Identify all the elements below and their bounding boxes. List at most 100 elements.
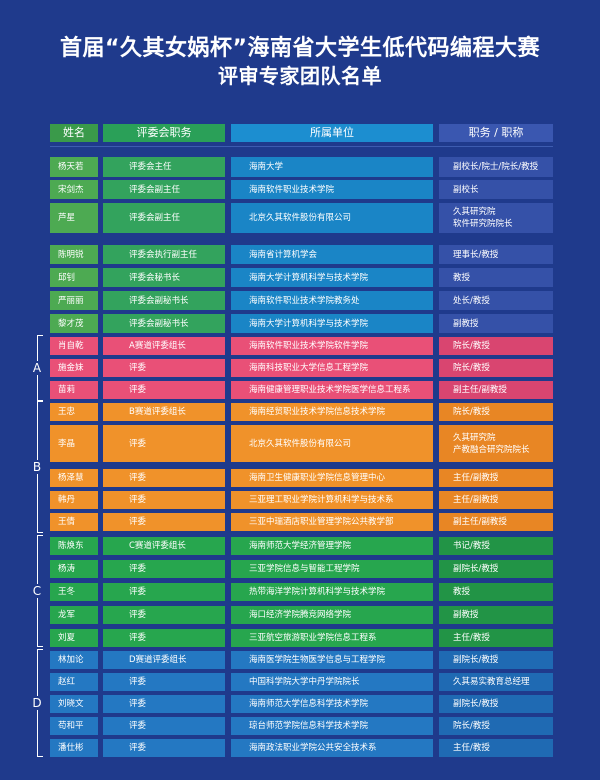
- cell-name: 陈焕东: [50, 537, 98, 555]
- cell-name: 王忠: [50, 403, 98, 421]
- cell-name: 龙军: [50, 606, 98, 624]
- cell-role: 评委会执行副主任: [103, 245, 225, 264]
- cell-name: 杨泽慧: [50, 469, 98, 487]
- cell-unit: 海南科技职业大学信息工程学院: [231, 359, 433, 377]
- cell-title: 副主任/副教授: [439, 513, 553, 531]
- cell-unit: 北京久其软件股份有限公司: [231, 203, 433, 233]
- cell-role: 评委: [103, 739, 225, 757]
- cell-title: 副教授: [439, 314, 553, 333]
- cell-role: A赛道评委组长: [103, 337, 225, 355]
- cell-role: 评委: [103, 606, 225, 624]
- cell-title: 副校长: [439, 180, 553, 199]
- cell-unit: 北京久其软件股份有限公司: [231, 425, 433, 462]
- group-label: D: [30, 696, 44, 710]
- cell-title: 主任/副教授: [439, 469, 553, 487]
- cell-title: 副院长/教授: [439, 560, 553, 578]
- cell-role: 评委: [103, 717, 225, 735]
- cell-title: 久其研究院 产教融合研究院院长: [439, 425, 553, 462]
- cell-title: 处长/教授: [439, 291, 553, 310]
- cell-name: 赵红: [50, 673, 98, 691]
- cell-name: 宋剑杰: [50, 180, 98, 199]
- cell-name: 韩丹: [50, 491, 98, 509]
- group-label: A: [30, 361, 44, 375]
- cell-role: 评委: [103, 583, 225, 601]
- cell-role: C赛道评委组长: [103, 537, 225, 555]
- header-role: 评委会职务: [103, 124, 225, 142]
- cell-role: 评委: [103, 629, 225, 647]
- cell-title: 主任/教授: [439, 739, 553, 757]
- cell-title: 主任/副教授: [439, 491, 553, 509]
- cell-name: 严丽丽: [50, 291, 98, 310]
- cell-unit: 海南大学: [231, 157, 433, 177]
- cell-role: 评委会副秘书长: [103, 291, 225, 310]
- group-label: B: [30, 460, 44, 474]
- cell-unit: 三亚航空旅游职业学院信息工程系: [231, 629, 433, 647]
- cell-unit: 海南卫生健康职业学院信息管理中心: [231, 469, 433, 487]
- cell-title: 院长/教授: [439, 359, 553, 377]
- cell-unit: 琼台师范学院信息科学技术学院: [231, 717, 433, 735]
- cell-title: 久其易实教育总经理: [439, 673, 553, 691]
- cell-name: 李晶: [50, 425, 98, 462]
- cell-name: 施金妹: [50, 359, 98, 377]
- cell-name: 王冬: [50, 583, 98, 601]
- cell-title: 副院长/教授: [439, 651, 553, 669]
- cell-unit: 三亚理工职业学院计算机科学与技术系: [231, 491, 433, 509]
- cell-unit: 海南软件职业技术学院: [231, 180, 433, 199]
- cell-unit: 海南省计算机学会: [231, 245, 433, 264]
- cell-name: 芦星: [50, 203, 98, 233]
- cell-role: 评委: [103, 491, 225, 509]
- cell-title: 副主任/副教授: [439, 381, 553, 399]
- cell-role: 评委: [103, 673, 225, 691]
- cell-name: 杨涛: [50, 560, 98, 578]
- cell-name: 刘晓文: [50, 695, 98, 713]
- header-title: 职务 / 职称: [439, 124, 553, 142]
- cell-unit: 海南大学计算机科学与技术学院: [231, 314, 433, 333]
- cell-name: 王倩: [50, 513, 98, 531]
- cell-role: 评委会副秘书长: [103, 314, 225, 333]
- title-line-2: 评审专家团队名单: [218, 64, 382, 88]
- cell-title: 理事长/教授: [439, 245, 553, 264]
- cell-unit: 海南政法职业学院公共安全技术系: [231, 739, 433, 757]
- cell-unit: 海南师范大学经济管理学院: [231, 537, 433, 555]
- cell-title: 院长/教授: [439, 337, 553, 355]
- cell-role: 评委: [103, 425, 225, 462]
- title-line-1: 首届“久其女娲杯”海南省大学生低代码编程大赛: [60, 36, 540, 61]
- cell-title: 副校长/院士/院长/教授: [439, 157, 553, 177]
- cell-title: 教授: [439, 583, 553, 601]
- cell-name: 邱钊: [50, 268, 98, 287]
- cell-unit: 海南经贸职业技术学院信息技术学院: [231, 403, 433, 421]
- cell-unit: 海南软件职业技术学院教务处: [231, 291, 433, 310]
- cell-title: 副教授: [439, 606, 553, 624]
- cell-role: B赛道评委组长: [103, 403, 225, 421]
- cell-role: 评委: [103, 560, 225, 578]
- cell-name: 苗莉: [50, 381, 98, 399]
- cell-unit: 海南大学计算机科学与技术学院: [231, 268, 433, 287]
- cell-role: 评委: [103, 359, 225, 377]
- cell-unit: 海南医学院生物医学信息与工程学院: [231, 651, 433, 669]
- cell-unit: 海南软件职业技术学院软件学院: [231, 337, 433, 355]
- header-unit: 所属单位: [231, 124, 433, 142]
- cell-name: 苟和平: [50, 717, 98, 735]
- group-label: C: [30, 584, 44, 598]
- cell-unit: 海南师范大学信息科学技术学院: [231, 695, 433, 713]
- cell-unit: 热带海洋学院计算机科学与技术学院: [231, 583, 433, 601]
- cell-title: 副院长/教授: [439, 695, 553, 713]
- header-divider: [50, 146, 553, 147]
- cell-title: 教授: [439, 268, 553, 287]
- cell-name: 杨天若: [50, 157, 98, 177]
- cell-role: 评委会副主任: [103, 203, 225, 233]
- cell-unit: 中国科学院大学中丹学院院长: [231, 673, 433, 691]
- cell-role: 评委: [103, 469, 225, 487]
- cell-title: 主任/教授: [439, 629, 553, 647]
- cell-role: 评委: [103, 381, 225, 399]
- cell-name: 刘夏: [50, 629, 98, 647]
- cell-role: 评委会主任: [103, 157, 225, 177]
- cell-role: 评委: [103, 695, 225, 713]
- cell-unit: 海南健康管理职业技术学院医学信息工程系: [231, 381, 433, 399]
- cell-name: 陈明锐: [50, 245, 98, 264]
- cell-unit: 三亚学院信息与智能工程学院: [231, 560, 433, 578]
- cell-name: 潘仕彬: [50, 739, 98, 757]
- cell-role: 评委: [103, 513, 225, 531]
- cell-title: 久其研究院 软件研究院院长: [439, 203, 553, 233]
- cell-role: 评委会副主任: [103, 180, 225, 199]
